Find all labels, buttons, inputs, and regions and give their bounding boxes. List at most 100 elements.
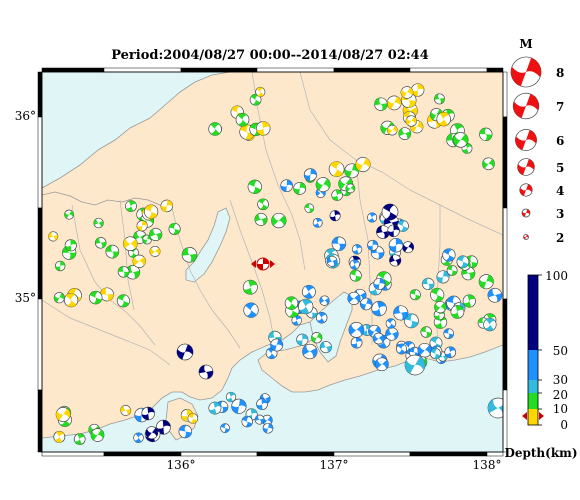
earthquake-symbol <box>315 177 331 193</box>
earthquake-symbol <box>328 161 345 177</box>
lon-tick-136: 136° <box>167 458 196 472</box>
earthquake-symbol <box>220 423 230 433</box>
earthquake-symbol <box>120 404 132 416</box>
earthquake-symbol <box>367 212 378 223</box>
earthquake-symbol <box>319 295 330 306</box>
lat-tick-35: 35° <box>15 291 36 305</box>
earthquake-symbol <box>132 254 146 268</box>
earthquake-symbol <box>487 287 503 303</box>
earthquake-symbol <box>348 322 365 338</box>
lon-tick-labels: 136° 137° 138° <box>167 458 502 472</box>
earthquake-symbol <box>371 300 387 317</box>
earthquake-symbol <box>385 318 397 329</box>
map-frame <box>37 67 508 457</box>
magnitude-legend-label: 2 <box>556 231 564 245</box>
earthquake-symbol <box>311 332 323 344</box>
earthquake-symbol <box>64 239 77 252</box>
earthquake-symbol <box>344 163 360 179</box>
earthquake-symbol <box>434 300 447 314</box>
earthquake-symbol <box>176 343 194 361</box>
lake-biwa <box>185 207 231 283</box>
magnitude-legend-symbol <box>523 234 529 240</box>
earthquake-symbol <box>442 248 456 262</box>
lat-tick-36: 36° <box>15 109 36 123</box>
earthquake-symbol <box>257 198 269 211</box>
earthquake-symbol <box>125 200 137 212</box>
magnitude-legend-symbol <box>517 158 535 176</box>
earthquake-symbol <box>241 415 253 428</box>
earthquake-symbol <box>255 121 271 136</box>
earthquake-symbol <box>141 406 155 421</box>
earthquake-symbol <box>100 287 114 302</box>
depth-band-20 <box>528 393 538 409</box>
earthquake-symbol <box>187 413 199 424</box>
earthquake-symbol <box>88 290 103 305</box>
earthquake-symbol <box>386 95 402 111</box>
magnitude-legend-symbol <box>521 208 531 218</box>
earthquake-symbols[interactable] <box>47 83 512 446</box>
earthquake-symbol <box>422 277 435 291</box>
earthquake-symbol <box>208 122 222 136</box>
earthquake-symbol <box>181 247 198 263</box>
earthquake-symbol <box>345 183 356 194</box>
depth-band-mid <box>528 350 538 380</box>
magnitude-legend-symbol <box>515 129 537 151</box>
earthquake-symbol <box>329 210 341 222</box>
earthquake-symbol <box>398 127 412 140</box>
lon-tick-137: 137° <box>320 458 349 472</box>
earthquake-symbol <box>389 254 402 267</box>
earthquake-symbol <box>255 86 266 97</box>
earthquake-symbol <box>359 297 373 311</box>
depth-scale-label: Depth(km) <box>504 446 577 460</box>
earthquake-symbol <box>254 414 265 425</box>
depth-tick-100: 100 <box>545 269 568 283</box>
earthquake-symbol <box>122 236 138 252</box>
epicenter-marker[interactable] <box>251 257 275 271</box>
earthquake-symbol <box>256 398 268 411</box>
earthquake-symbol <box>312 217 323 228</box>
earthquake-symbol <box>64 209 75 220</box>
earthquake-symbol <box>53 430 66 443</box>
earthquake-symbol <box>483 317 497 332</box>
earthquake-symbol <box>381 203 399 221</box>
earthquake-symbol <box>452 132 469 148</box>
earthquake-symbol <box>302 343 318 360</box>
depth-tick-10: 10 <box>553 402 568 416</box>
earthquake-symbol <box>143 204 159 219</box>
earthquake-symbol <box>48 231 59 242</box>
map-area[interactable] <box>42 72 512 452</box>
earthquake-symbol <box>386 124 398 136</box>
magnitude-legend-label: 7 <box>556 100 564 114</box>
earthquake-symbol <box>396 343 407 355</box>
lon-tick-138: 138° <box>473 458 502 472</box>
magnitude-legend-symbol <box>512 92 540 120</box>
magnitude-legend-symbol <box>519 183 533 197</box>
earthquake-symbol <box>420 326 432 338</box>
earthquake-symbol <box>262 422 274 434</box>
depth-band-0 <box>528 409 538 425</box>
earthquake-symbol <box>430 287 445 302</box>
earthquake-symbol <box>404 354 426 376</box>
earthquake-symbol <box>405 115 417 127</box>
earthquake-symbol <box>298 298 314 315</box>
earthquake-symbol <box>417 342 433 358</box>
earthquake-symbol <box>225 391 237 403</box>
earthquake-symbol <box>116 294 130 308</box>
earthquake-symbol <box>93 217 104 229</box>
depth-tick-30: 30 <box>553 373 568 387</box>
earthquake-symbol <box>446 264 458 276</box>
earthquake-symbol <box>315 311 328 324</box>
earthquake-symbol <box>350 336 363 349</box>
earthquake-symbol <box>168 222 181 235</box>
lat-tick-labels: 36° 35° <box>15 109 36 305</box>
earthquake-symbol <box>402 241 415 254</box>
earthquake-symbol <box>388 237 404 253</box>
depth-band-deep <box>528 275 538 350</box>
earthquake-symbol <box>242 279 258 295</box>
earthquake-symbol <box>351 244 363 255</box>
earthquake-symbol <box>254 212 268 226</box>
earthquake-symbol <box>456 255 470 269</box>
earthquake-symbol <box>293 181 307 195</box>
depth-band-shallow <box>528 380 538 393</box>
earthquake-symbol <box>208 401 222 415</box>
